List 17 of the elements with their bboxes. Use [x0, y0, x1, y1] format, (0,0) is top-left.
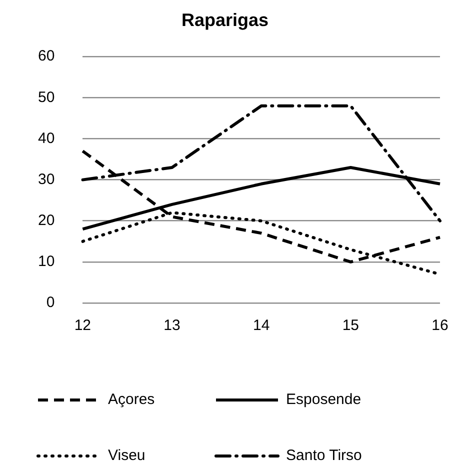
y-tick-label: 40: [38, 130, 55, 147]
x-tick-label: 13: [164, 317, 180, 334]
legend-label: Esposende: [286, 391, 362, 408]
chart-title: Raparigas: [181, 10, 269, 30]
y-tick-label: 30: [38, 170, 55, 188]
x-tick-label: 12: [74, 317, 92, 334]
x-tick-label: 15: [342, 317, 360, 334]
x-tick-label: 16: [432, 317, 448, 334]
legend-label: Açores: [108, 391, 155, 408]
y-tick-label: 10: [38, 253, 55, 270]
y-tick-label: 50: [38, 88, 55, 106]
y-tick-label: 0: [46, 294, 55, 312]
legend-label: Viseu: [108, 447, 146, 464]
y-tick-label: 20: [38, 212, 55, 230]
x-tick-label: 14: [253, 317, 270, 334]
legend-label: Santo Tirso: [286, 447, 362, 464]
y-tick-label: 60: [38, 48, 55, 65]
